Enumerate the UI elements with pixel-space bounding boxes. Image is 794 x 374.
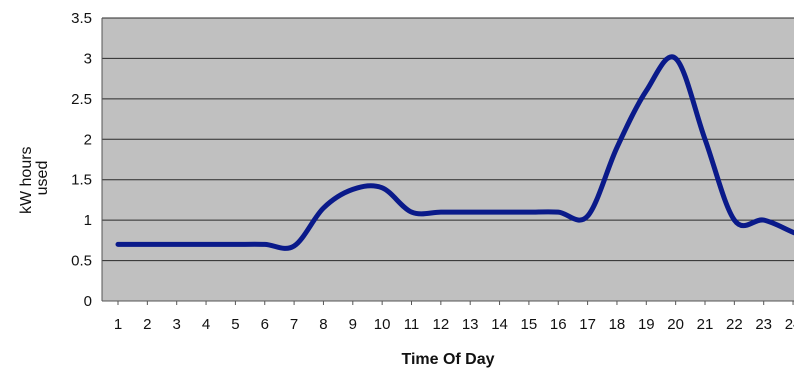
x-tick-label-10: 11: [404, 316, 420, 333]
y-axis-title-line-1: kW hours: [18, 146, 35, 214]
y-tick-label-0: 0: [84, 293, 92, 310]
y-tick-label-2: 1: [84, 212, 92, 229]
x-tick-label-23: 24: [785, 316, 794, 333]
x-tick-label-12: 13: [462, 316, 479, 333]
y-tick-label-5: 2.5: [71, 91, 92, 108]
x-tick-label-3: 4: [202, 316, 210, 333]
x-tick-labels: 123456789101112131415161718192021222324: [114, 301, 794, 333]
x-tick-label-15: 16: [550, 316, 567, 333]
x-tick-label-5: 6: [261, 316, 269, 333]
x-tick-label-18: 19: [638, 316, 655, 333]
x-tick-label-16: 17: [579, 316, 596, 333]
y-axis-title-line-2: used: [34, 161, 51, 196]
y-axis-title: kW hours used: [18, 142, 51, 214]
x-axis-title: Time Of Day: [401, 351, 494, 368]
gridlines: [102, 17, 794, 262]
x-tick-label-21: 22: [726, 316, 743, 333]
x-tick-label-22: 23: [755, 316, 772, 333]
x-tick-label-4: 5: [231, 316, 239, 333]
x-tick-label-8: 9: [349, 316, 357, 333]
y-tick-labels: 0 0.5 1 1.5 2 2.5 3 3.5: [71, 10, 92, 310]
series-line-0: [115, 54, 794, 251]
x-tick-label-14: 15: [521, 316, 538, 333]
x-tick-label-11: 12: [433, 316, 450, 333]
x-tick-label-1: 2: [143, 316, 151, 333]
axes: [101, 18, 794, 302]
plot-area: [102, 18, 794, 301]
x-tick-label-17: 18: [609, 316, 626, 333]
y-tick-label-1: 0.5: [71, 253, 92, 270]
x-tick-label-20: 21: [697, 316, 714, 333]
x-tick-label-6: 7: [290, 316, 298, 333]
series-lines: [115, 54, 794, 251]
y-tick-label-4: 2: [84, 131, 92, 148]
y-tick-label-3: 1.5: [71, 172, 92, 189]
x-tick-label-2: 3: [173, 316, 181, 333]
x-tick-label-0: 1: [114, 316, 122, 333]
x-tick-label-9: 10: [374, 316, 391, 333]
x-tick-label-19: 20: [667, 316, 684, 333]
x-tick-label-13: 14: [491, 316, 508, 333]
y-tick-label-6: 3: [84, 50, 92, 67]
y-tick-label-7: 3.5: [71, 10, 92, 27]
x-tick-label-7: 8: [319, 316, 327, 333]
